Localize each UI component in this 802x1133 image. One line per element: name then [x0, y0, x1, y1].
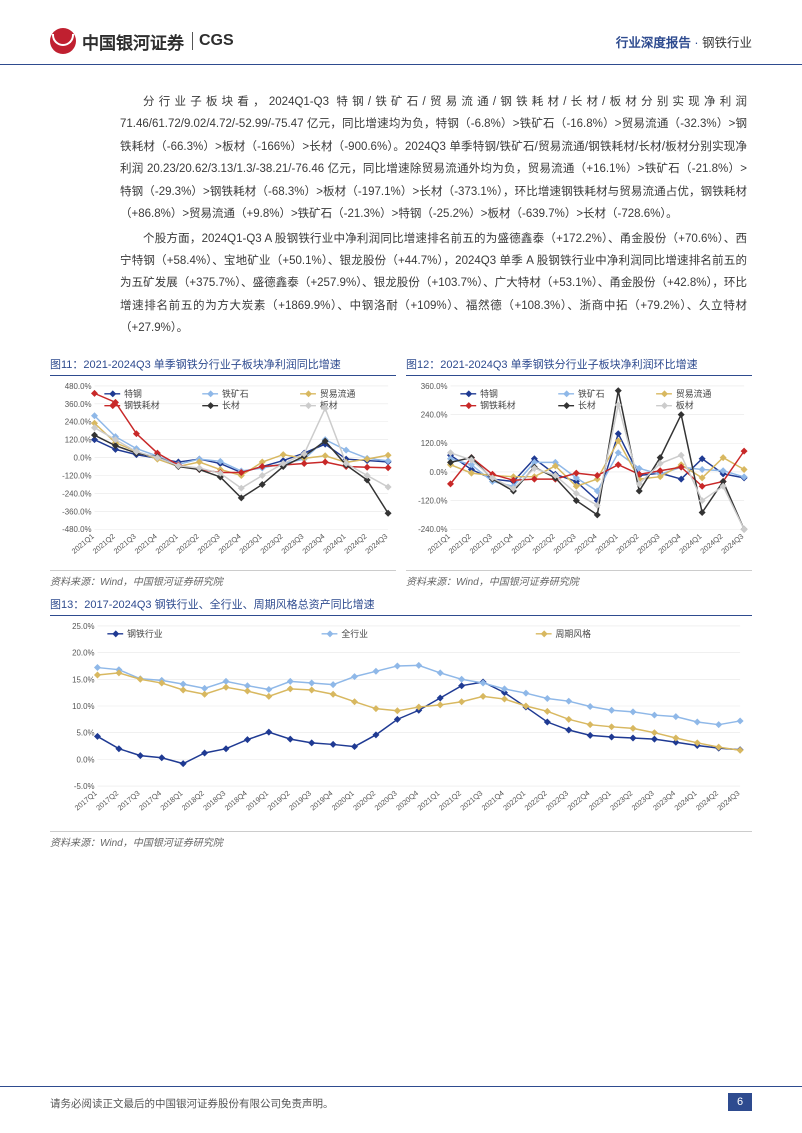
svg-text:铁矿石: 铁矿石 — [578, 387, 605, 398]
svg-text:钢铁行业: 钢铁行业 — [127, 628, 163, 639]
svg-text:长材: 长材 — [222, 399, 240, 410]
svg-text:240.0%: 240.0% — [65, 417, 92, 426]
svg-text:全行业: 全行业 — [341, 628, 368, 639]
svg-text:360.0%: 360.0% — [421, 382, 448, 391]
footer: 请务必阅读正文最后的中国银河证券股份有限公司免责声明。 6 — [0, 1086, 802, 1111]
chart-13-title: 图13：2017-2024Q3 钢铁行业、全行业、周期风格总资产同比增速 — [50, 596, 752, 616]
page-header: 中国银河证券 CGS 行业深度报告 · 钢铁行业 — [0, 0, 802, 65]
svg-text:长材: 长材 — [578, 399, 596, 410]
svg-text:特钢: 特钢 — [124, 387, 142, 398]
svg-text:特钢: 特钢 — [480, 387, 498, 398]
svg-text:0.0%: 0.0% — [74, 453, 92, 462]
svg-text:20.0%: 20.0% — [72, 649, 94, 658]
charts-row-top: 图11：2021-2024Q3 单季钢铁分行业子板块净利润同比增速 -480.0… — [0, 352, 802, 589]
separator: · — [694, 36, 698, 50]
svg-text:-240.0%: -240.0% — [418, 525, 447, 534]
chart-11-svg: -480.0% -360.0% -240.0% -120.0% 0.0% 120.0% 24… — [50, 378, 396, 571]
svg-text:120.0%: 120.0% — [421, 439, 448, 448]
paragraph-2: 个股方面，2024Q1-Q3 A 股钢铁行业中净利润同比增速排名前五的为盛德鑫泰… — [120, 228, 747, 340]
logo-icon — [50, 28, 76, 54]
chart-12-title: 图12：2021-2024Q3 单季钢铁分行业子板块净利润环比增速 — [406, 356, 752, 376]
svg-text:15.0%: 15.0% — [72, 676, 94, 685]
chart-13-svg: -5.0%0.0%5.0%10.0%15.0%20.0%25.0%2017Q12… — [50, 618, 752, 831]
header-right: 行业深度报告 · 钢铁行业 — [616, 32, 752, 51]
svg-text:-120.0%: -120.0% — [62, 471, 91, 480]
svg-text:0.0%: 0.0% — [77, 756, 95, 765]
svg-text:贸易流通: 贸易流通 — [320, 387, 356, 398]
svg-text:板材: 板材 — [676, 399, 694, 410]
logo-en-text: CGS — [192, 32, 234, 50]
svg-text:-120.0%: -120.0% — [418, 496, 447, 505]
chart-12-source: 资料来源：Wind，中国银河证券研究院 — [406, 570, 752, 588]
chart-11-title: 图11：2021-2024Q3 单季钢铁分行业子板块净利润同比增速 — [50, 356, 396, 376]
chart-12: 图12：2021-2024Q3 单季钢铁分行业子板块净利润环比增速 -240.0… — [406, 356, 752, 589]
svg-text:钢铁耗材: 钢铁耗材 — [124, 399, 160, 410]
svg-text:10.0%: 10.0% — [72, 702, 94, 711]
svg-text:0.0%: 0.0% — [430, 468, 448, 477]
svg-text:120.0%: 120.0% — [65, 435, 92, 444]
industry-name: 钢铁行业 — [702, 36, 752, 50]
page-number: 6 — [728, 1093, 752, 1111]
chart-11-source: 资料来源：Wind，中国银河证券研究院 — [50, 570, 396, 588]
svg-text:-480.0%: -480.0% — [62, 525, 91, 534]
svg-text:5.0%: 5.0% — [77, 729, 95, 738]
disclaimer: 请务必阅读正文最后的中国银河证券股份有限公司免责声明。 — [50, 1096, 334, 1111]
chart-13-container: 图13：2017-2024Q3 钢铁行业、全行业、周期风格总资产同比增速 -5.… — [0, 588, 802, 849]
svg-text:360.0%: 360.0% — [65, 399, 92, 408]
svg-text:钢铁耗材: 钢铁耗材 — [480, 399, 516, 410]
body-text: 分行业子板块看，2024Q1-Q3 特钢/铁矿石/贸易流通/钢铁耗材/长材/板材… — [0, 65, 802, 352]
chart-11: 图11：2021-2024Q3 单季钢铁分行业子板块净利润同比增速 -480.0… — [50, 356, 396, 589]
svg-text:贸易流通: 贸易流通 — [676, 387, 712, 398]
logo-cn-text: 中国银河证券 — [82, 29, 184, 54]
report-type: 行业深度报告 — [616, 36, 691, 50]
logo-group: 中国银河证券 CGS — [50, 28, 234, 54]
svg-text:25.0%: 25.0% — [72, 622, 94, 631]
chart-13-source: 资料来源：Wind，中国银河证券研究院 — [50, 831, 752, 849]
svg-text:480.0%: 480.0% — [65, 382, 92, 391]
svg-text:周期风格: 周期风格 — [556, 628, 592, 639]
paragraph-1: 分行业子板块看，2024Q1-Q3 特钢/铁矿石/贸易流通/钢铁耗材/长材/板材… — [120, 91, 747, 226]
svg-text:铁矿石: 铁矿石 — [222, 387, 249, 398]
svg-text:240.0%: 240.0% — [421, 410, 448, 419]
svg-text:-240.0%: -240.0% — [62, 489, 91, 498]
chart-12-svg: -240.0%-120.0%0.0%120.0%240.0%360.0%2021… — [406, 378, 752, 571]
svg-text:-360.0%: -360.0% — [62, 507, 91, 516]
